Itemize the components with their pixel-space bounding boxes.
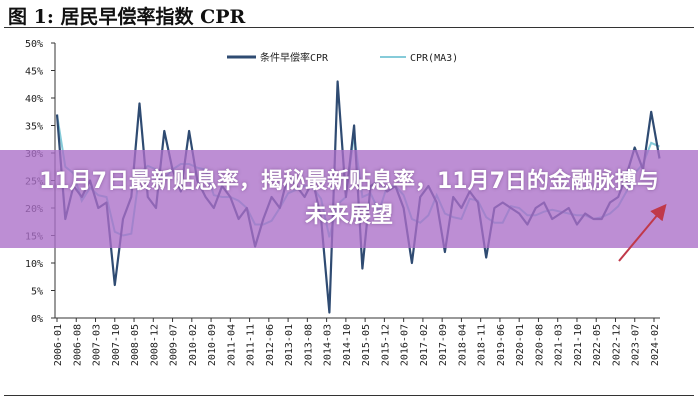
x-tick-label: 2019-06 bbox=[496, 324, 507, 366]
x-tick-label: 2020-01 bbox=[515, 324, 526, 366]
x-tick-label: 2021-03 bbox=[554, 324, 565, 366]
x-tick-label: 2013-01 bbox=[284, 324, 295, 366]
y-tick-label: 35% bbox=[25, 122, 43, 133]
legend-label-cpr: 条件早偿率CPR bbox=[260, 51, 329, 64]
x-tick-label: 2013-08 bbox=[303, 324, 314, 366]
x-tick-label: 2010-02 bbox=[188, 324, 199, 366]
x-tick-label: 2008-05 bbox=[130, 324, 141, 366]
x-tick-label: 2006-08 bbox=[72, 324, 83, 366]
x-tick-label: 2016-07 bbox=[400, 324, 411, 366]
x-tick-label: 2017-02 bbox=[419, 324, 430, 366]
x-tick-label: 2007-03 bbox=[92, 324, 103, 366]
y-tick-label: 40% bbox=[25, 94, 43, 105]
chart-title: 图 1: 居民早偿率指数 CPR bbox=[8, 6, 246, 28]
x-tick-label: 2007-10 bbox=[111, 324, 122, 366]
x-tick-label: 2010-09 bbox=[207, 324, 218, 366]
title-rule bbox=[4, 27, 694, 28]
x-tick-label: 2015-12 bbox=[380, 324, 391, 366]
x-tick-label: 2023-07 bbox=[631, 324, 642, 366]
legend: 条件早偿率CPR CPR(MA3) bbox=[227, 51, 458, 64]
y-tick-label: 10% bbox=[25, 259, 43, 270]
x-tick-label: 2009-07 bbox=[169, 324, 180, 366]
x-tick-label: 2020-08 bbox=[534, 324, 545, 366]
x-tick-label: 2014-03 bbox=[323, 324, 334, 366]
legend-label-ma3: CPR(MA3) bbox=[410, 53, 458, 64]
x-tick-label: 2022-05 bbox=[592, 324, 603, 366]
y-tick-label: 0% bbox=[31, 314, 43, 325]
x-tick-label: 2018-04 bbox=[457, 324, 468, 366]
x-tick-label: 2022-12 bbox=[611, 324, 622, 366]
x-tick-label: 2018-11 bbox=[477, 324, 488, 366]
x-tick-label: 2011-04 bbox=[226, 324, 237, 366]
x-tick-label: 2021-10 bbox=[573, 324, 584, 366]
x-axis: 2006-01 2006-08 2007-03 2007-10 2008-05 2008-… bbox=[53, 317, 661, 366]
x-tick-label: 2011-11 bbox=[246, 324, 257, 366]
x-tick-label: 2015-05 bbox=[361, 324, 372, 366]
y-tick-label: 50% bbox=[25, 39, 43, 50]
x-tick-label: 2006-01 bbox=[53, 324, 64, 366]
x-tick-label: 2008-12 bbox=[149, 324, 160, 366]
x-tick-label: 2017-09 bbox=[438, 324, 449, 366]
headline-text: 11月7日最新贴息率，揭秘最新贴息率，11月7日的金融脉搏与未来展望 bbox=[39, 169, 659, 228]
headline-banner: 11月7日最新贴息率，揭秘最新贴息率，11月7日的金融脉搏与未来展望 bbox=[0, 150, 698, 248]
y-tick-label: 5% bbox=[31, 287, 43, 298]
x-tick-label: 2014-10 bbox=[342, 324, 353, 366]
x-tick-label: 2024-02 bbox=[650, 324, 661, 366]
x-tick-label: 2012-06 bbox=[265, 324, 276, 366]
y-tick-label: 45% bbox=[25, 67, 43, 78]
bottom-rule bbox=[4, 395, 694, 396]
